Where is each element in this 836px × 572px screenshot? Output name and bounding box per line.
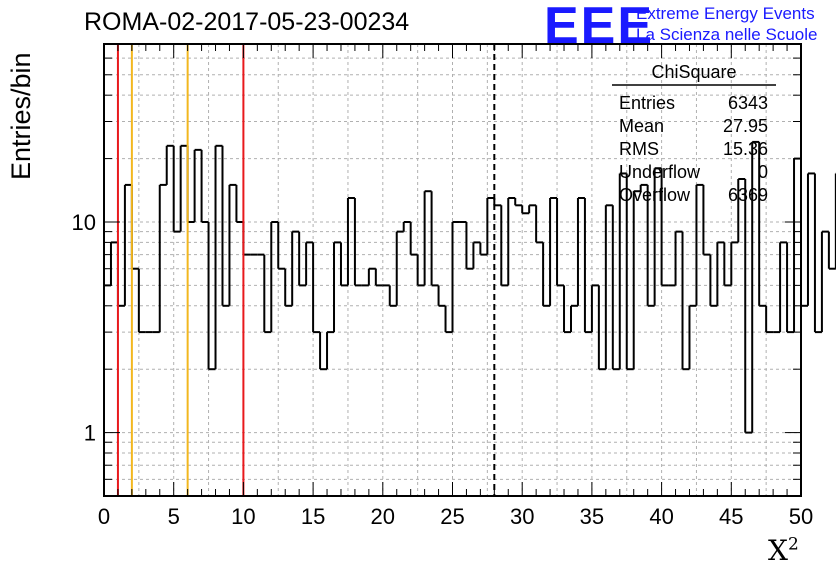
y-axis-label: Entries/bin [6,52,36,180]
stats-row-value: 6369 [728,185,768,205]
stats-row-label: Entries [619,93,675,113]
stats-row-value: 0 [758,162,768,182]
x-tick-label: 5 [168,504,180,529]
stats-row-value: 6343 [728,93,768,113]
x-tick-label: 50 [789,504,813,529]
x-tick-label: 40 [649,504,673,529]
tick-labels: 0 5 10 15 20 25 30 35 40 45 50 1 10 [72,210,814,529]
y-tick-label: 1 [84,421,96,446]
stats-row-label: RMS [619,139,659,159]
x-tick-label: 25 [440,504,464,529]
stats-box: ChiSquare Entries 6343 Mean 27.95 RMS 15.36 Und… [612,62,776,205]
reference-lines [116,44,496,496]
x-tick-label: 15 [301,504,325,529]
y-tick-label: 10 [72,210,96,235]
x-tick-label: 45 [719,504,743,529]
x-tick-label: 0 [98,504,110,529]
stats-title: ChiSquare [651,62,736,82]
x-tick-label: 10 [231,504,255,529]
x-axis-label-sup: 2 [787,534,799,555]
logo-line-1: Extreme Energy Events [636,4,815,23]
stats-row-value: 15.36 [723,139,768,159]
axis-ticks [103,43,802,497]
logo-line-2: La Scienza nelle Scuole [636,25,818,44]
x-axis-label-base: X [768,534,788,567]
stats-row-label: Underflow [619,162,701,182]
stats-row-label: Mean [619,116,664,136]
stats-row-label: Overflow [619,185,691,205]
x-tick-label: 20 [371,504,395,529]
x-tick-label: 30 [510,504,534,529]
x-tick-label: 35 [580,504,604,529]
x-axis-label: X2 [768,534,799,567]
eee-logo-mark: EEE [544,0,655,55]
chart-title: ROMA-02-2017-05-23-00234 [84,8,410,36]
stats-row-value: 27.95 [723,116,768,136]
eee-logo: EEE Extreme Energy Events La Scienza nel… [544,0,834,55]
